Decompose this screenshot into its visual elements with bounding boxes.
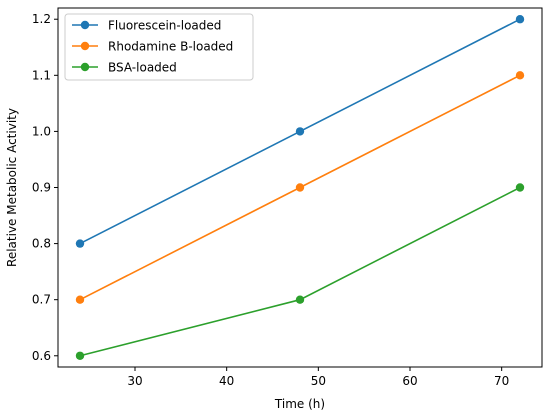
legend-label: BSA-loaded	[108, 61, 177, 75]
legend-label: Fluorescein-loaded	[108, 19, 221, 33]
data-point	[515, 15, 525, 24]
x-tick-label: 30	[127, 374, 142, 388]
data-point	[75, 239, 85, 248]
legend: Fluorescein-loaded Rhodamine B-loaded BSA-…	[64, 13, 254, 81]
y-tick-label: 1.0	[32, 124, 51, 138]
legend-marker	[80, 20, 90, 30]
y-tick-label: 0.8	[32, 237, 51, 251]
y-tick-label: 0.6	[32, 349, 51, 363]
data-point	[295, 295, 305, 304]
y-tick-label: 1.2	[32, 12, 51, 26]
x-tick-label: 60	[402, 374, 417, 388]
x-tick-label: 50	[311, 374, 326, 388]
plot-frame	[57, 7, 543, 368]
x-axis-label: Time (h)	[274, 397, 325, 411]
data-point	[515, 71, 525, 80]
x-axis: 30 40 50 60 70	[127, 367, 509, 388]
data-point	[295, 183, 305, 192]
y-tick-label: 0.7	[32, 293, 51, 307]
legend-marker	[80, 41, 90, 51]
data-point	[515, 183, 525, 192]
y-axis-label: Relative Metabolic Activity	[5, 108, 19, 267]
y-axis: 0.6 0.7 0.8 0.9 1.0 1.1 1.2	[32, 12, 58, 363]
x-tick-label: 70	[494, 374, 509, 388]
data-point	[295, 127, 305, 136]
data-point	[75, 351, 85, 360]
y-tick-label: 1.1	[32, 68, 51, 82]
data-point	[75, 295, 85, 304]
x-tick-label: 40	[219, 374, 234, 388]
series-line-2	[79, 186, 521, 357]
y-tick-label: 0.9	[32, 181, 51, 195]
legend-marker	[80, 62, 90, 72]
legend-box	[64, 13, 254, 81]
legend-label: Rhodamine B-loaded	[108, 40, 233, 54]
plot-area	[75, 15, 525, 360]
